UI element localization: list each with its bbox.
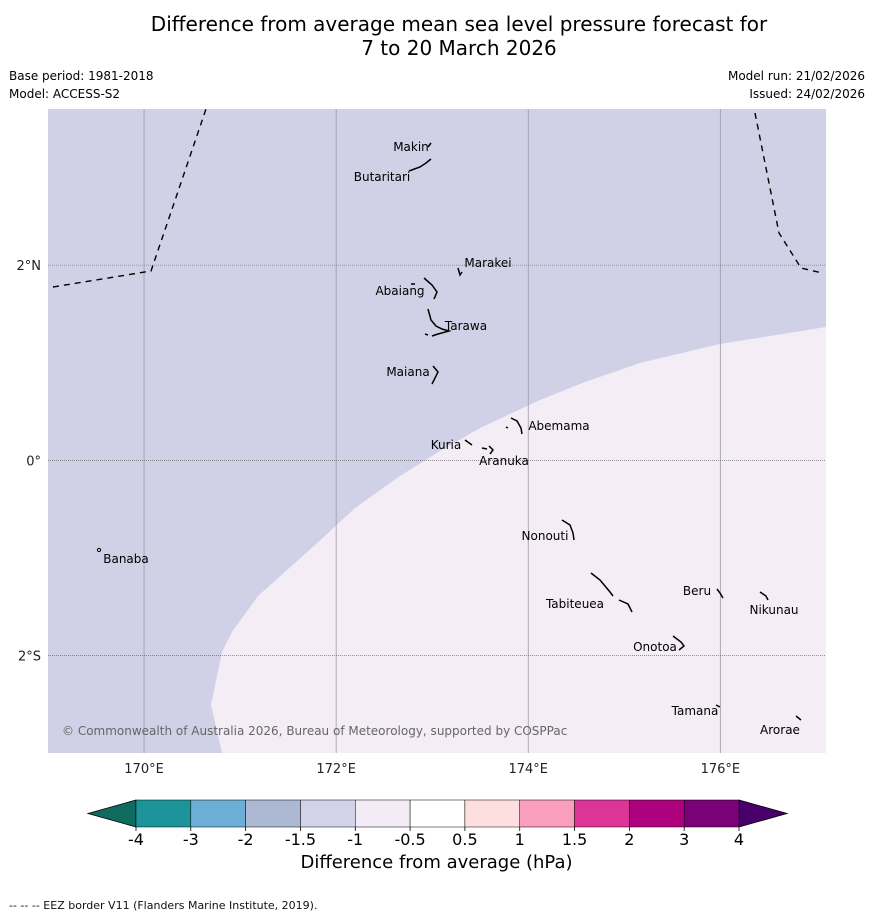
colorbar-tick-label: -2 — [238, 830, 254, 849]
colorbar-segment — [574, 799, 630, 828]
island-outline — [464, 439, 473, 446]
island-outline — [590, 572, 614, 597]
lon-tick-label: 176°E — [701, 762, 741, 777]
place-label-abemama: Abemama — [528, 419, 589, 433]
base-period: Base period: 1981-2018 — [9, 69, 154, 83]
model-name: Model: ACCESS-S2 — [9, 87, 121, 101]
colorbar-tick-label: -1 — [347, 830, 363, 849]
place-label-marakei: Marakei — [464, 256, 511, 270]
colorbar-tick-label: -4 — [128, 830, 144, 849]
colorbar-tick-label: 0.5 — [452, 830, 477, 849]
place-label-banaba: Banaba — [103, 552, 149, 566]
island-outline — [481, 447, 488, 450]
island-outline — [427, 308, 452, 337]
colorbar-tick-label: -3 — [183, 830, 199, 849]
colorbar-segment — [190, 799, 246, 828]
lat-tick-label: 2°N — [17, 259, 42, 274]
island-outline — [672, 635, 686, 651]
island-outline — [715, 704, 721, 708]
place-label-kuria: Kuria — [431, 438, 462, 452]
place-label-makin: Makin — [393, 140, 429, 154]
meta-right: Model run: 21/02/2026 Issued: 24/02/2026 — [728, 67, 865, 103]
island-outline — [408, 158, 432, 172]
island-outline — [96, 547, 102, 553]
island-outline — [431, 365, 439, 385]
colorbar-segment — [355, 799, 411, 828]
island-outline — [618, 599, 633, 613]
island-outline — [423, 277, 438, 300]
copyright-notice: © Commonwealth of Australia 2026, Bureau… — [62, 724, 568, 738]
colorbar-segment — [245, 799, 301, 828]
island-outline — [488, 445, 494, 455]
colorbar-under-arrow — [86, 799, 137, 828]
chart-title: Difference from average mean sea level p… — [0, 12, 873, 60]
issued-date: Issued: 24/02/2026 — [749, 87, 865, 101]
island-outline — [561, 519, 575, 541]
place-label-tarawa: Tarawa — [444, 319, 487, 333]
colorbar-tick-label: 2 — [624, 830, 634, 849]
colorbar-tick-label: 3 — [679, 830, 689, 849]
island-outline — [759, 591, 769, 601]
place-label-aranuka: Aranuka — [479, 454, 529, 468]
place-label-arorae: Arorae — [760, 723, 800, 737]
island-outline — [716, 588, 724, 599]
colorbar-segment — [409, 799, 466, 828]
colorbar-segment — [629, 799, 685, 828]
title-line-1: Difference from average mean sea level p… — [150, 12, 768, 36]
eez-footnote: -- -- -- EEZ border V11 (Flanders Marine… — [9, 899, 318, 912]
place-label-maiana: Maiana — [386, 365, 429, 379]
colorbar-segment — [135, 799, 192, 828]
model-run: Model run: 21/02/2026 — [727, 69, 865, 83]
lat-tick-label: 0° — [26, 454, 41, 469]
eez-border-west — [52, 108, 207, 288]
island-outline — [505, 426, 509, 429]
place-label-nonouti: Nonouti — [522, 529, 569, 543]
lon-tick-label: 174°E — [508, 762, 548, 777]
colorbar-segment — [300, 799, 356, 828]
colorbar-tick-label: 1.5 — [562, 830, 587, 849]
colorbar-tick-label: -1.5 — [285, 830, 316, 849]
place-label-abaiang: Abaiang — [375, 284, 424, 298]
meta-left: Base period: 1981-2018 Model: ACCESS-S2 — [9, 67, 154, 103]
island-outline — [427, 142, 432, 148]
colorbar-tick-label: -0.5 — [394, 830, 425, 849]
colorbar-tick-label: 1 — [515, 830, 525, 849]
colorbar-tick-label: 4 — [734, 830, 744, 849]
island-outline — [510, 417, 523, 435]
place-label-nikunau: Nikunau — [749, 603, 798, 617]
colorbar-label: Difference from average (hPa) — [300, 852, 573, 873]
lat-tick-label: 2°S — [18, 649, 41, 664]
place-label-onotoa: Onotoa — [633, 640, 677, 654]
colorbar-over-arrow — [738, 799, 789, 828]
island-outline — [424, 333, 429, 336]
colorbar-segment — [464, 799, 520, 828]
place-label-tamana: Tamana — [671, 704, 719, 718]
colorbar-segment — [519, 799, 575, 828]
map: Makin Butaritari Marakei Abaiang Tarawa Maian… — [17, 108, 826, 777]
title-line-2: 7 to 20 March 2026 — [361, 36, 557, 60]
place-label-beru: Beru — [683, 584, 711, 598]
lon-tick-label: 172°E — [316, 762, 356, 777]
place-label-tabiteuea: Tabiteuea — [545, 597, 604, 611]
island-outline — [795, 715, 802, 721]
lon-tick-label: 170°E — [124, 762, 164, 777]
place-label-butaritari: Butaritari — [354, 170, 411, 184]
island-outline — [457, 267, 463, 277]
anomaly-region-near-normal — [211, 327, 826, 753]
colorbar-segment — [683, 799, 740, 828]
eez-border-east — [754, 112, 823, 274]
